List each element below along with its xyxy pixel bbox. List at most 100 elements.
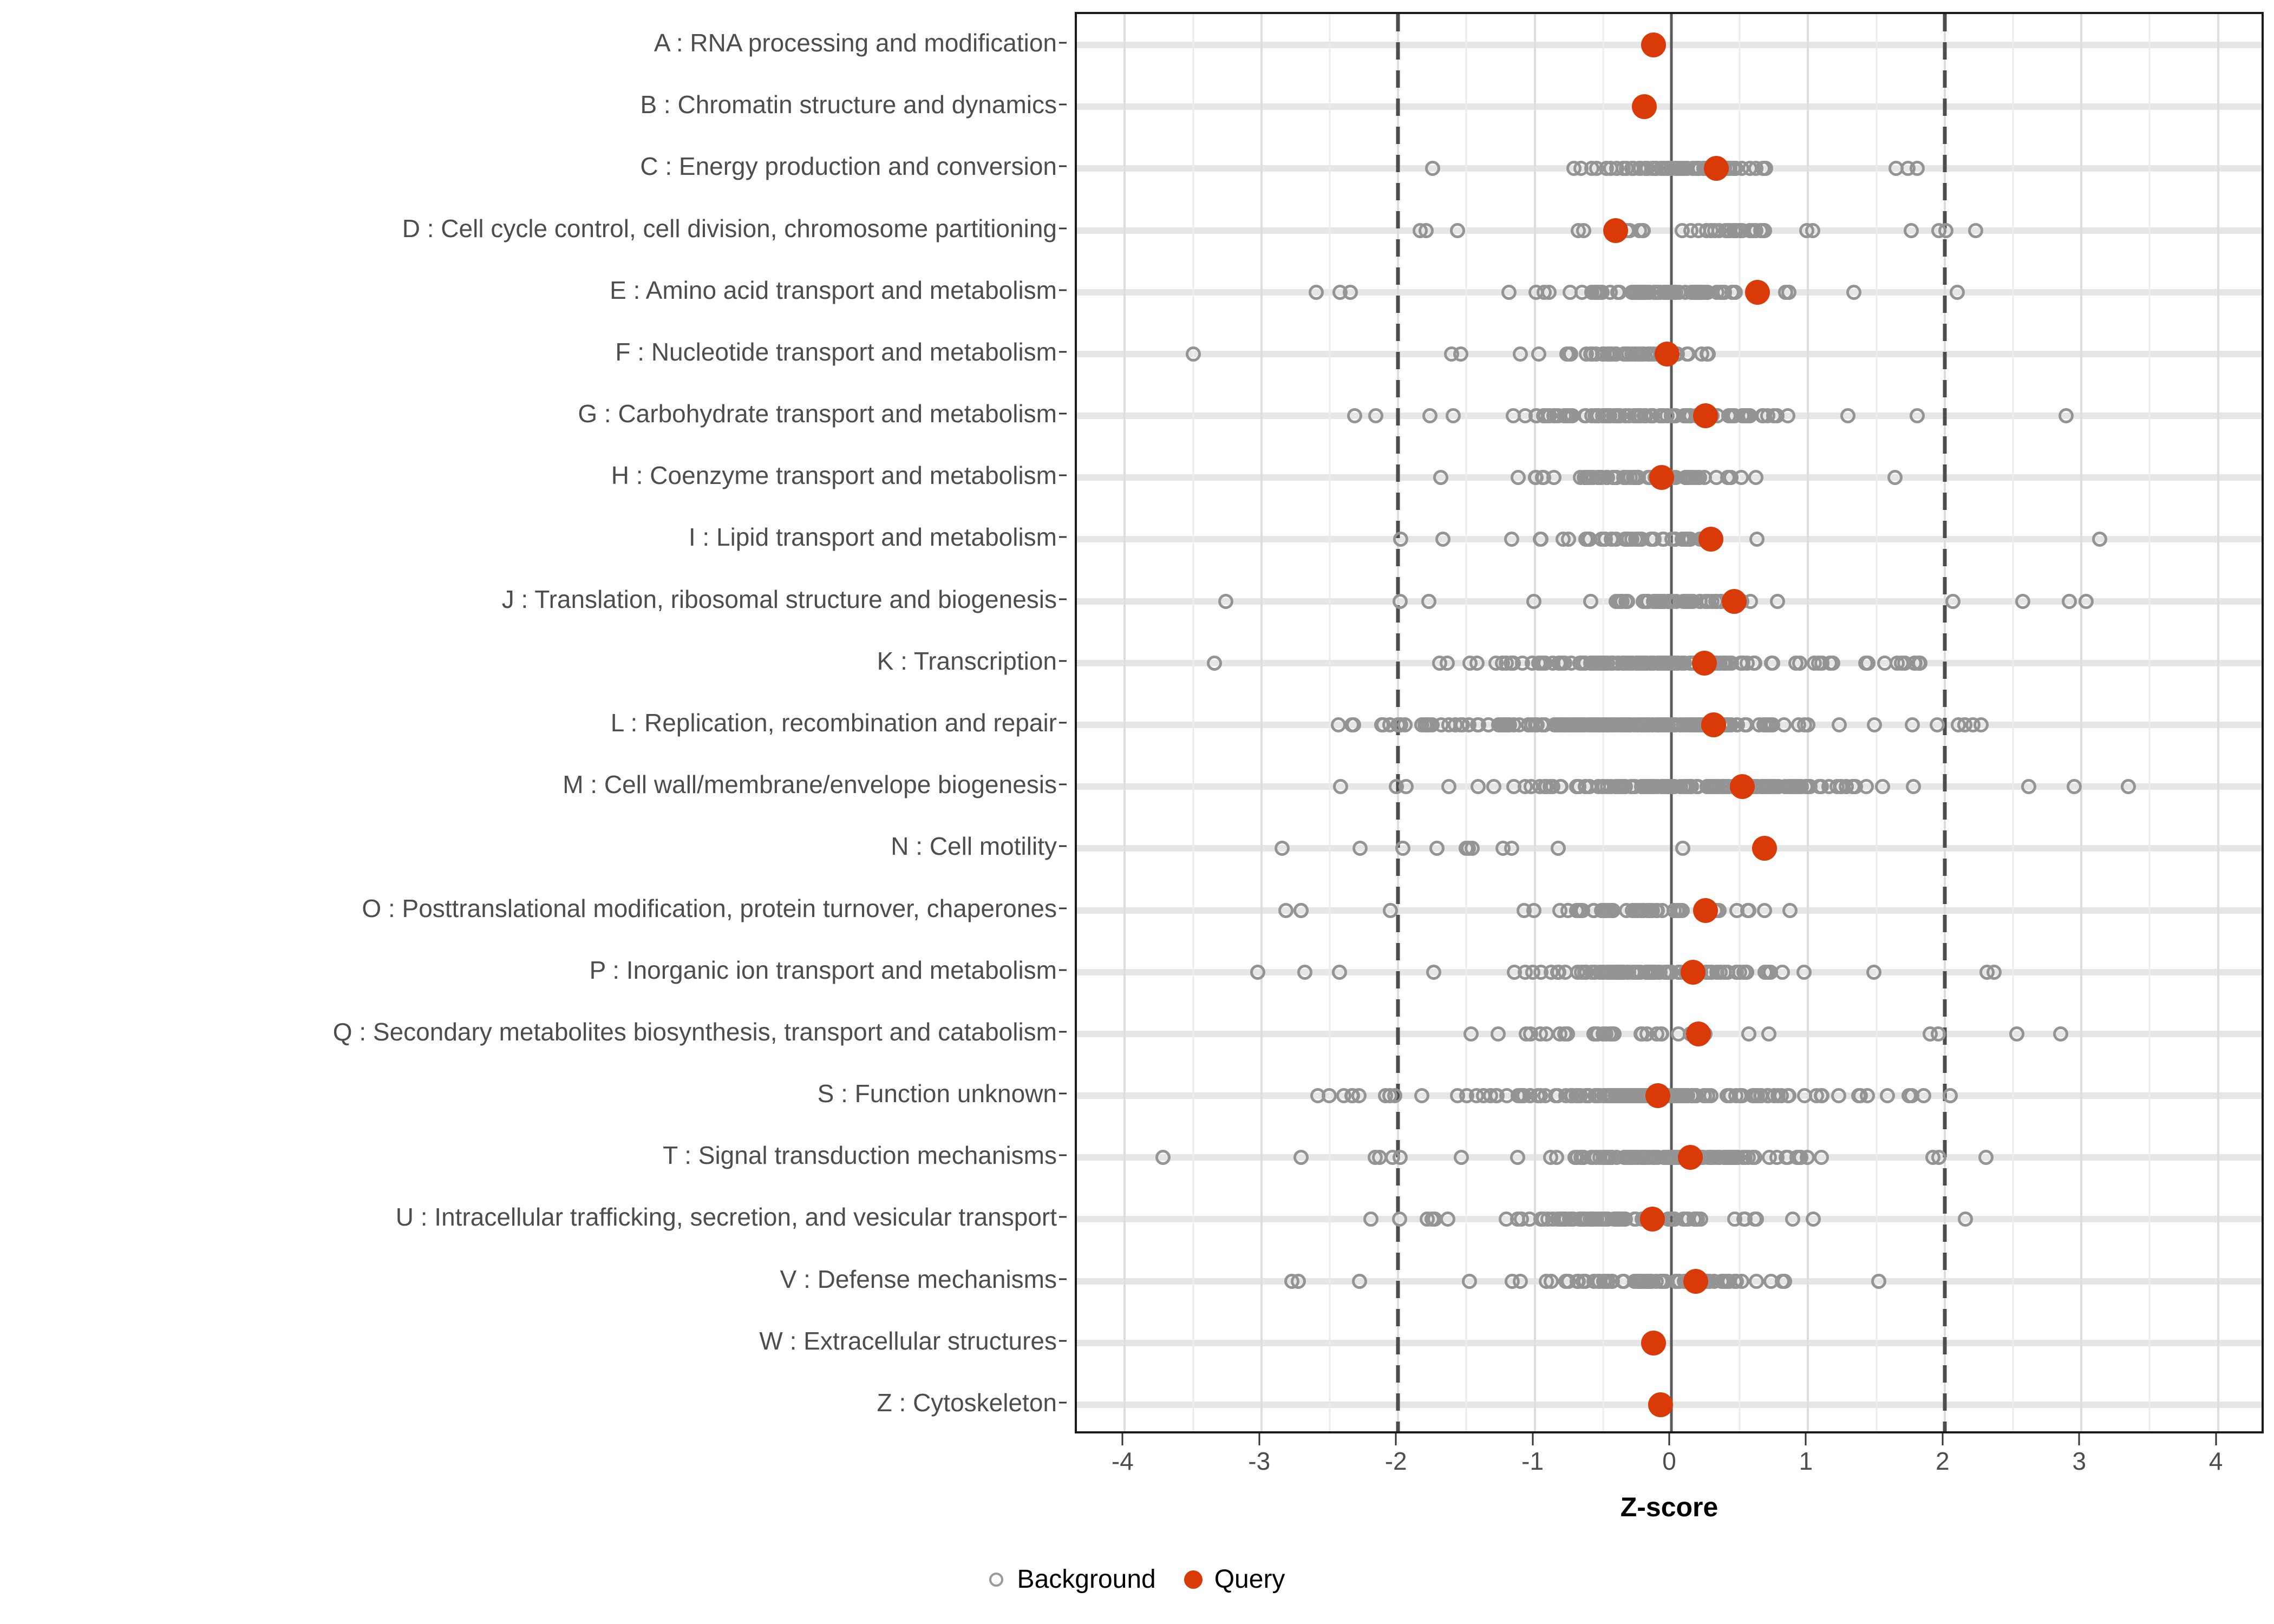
horizontal-gridline bbox=[1077, 103, 2262, 110]
background-point bbox=[1792, 655, 1808, 671]
background-point bbox=[1806, 1212, 1821, 1227]
background-point bbox=[1925, 1150, 1941, 1165]
background-point bbox=[1461, 841, 1476, 856]
background-point bbox=[1309, 284, 1324, 300]
query-point bbox=[1730, 774, 1755, 800]
horizontal-gridline bbox=[1077, 42, 2262, 49]
background-point bbox=[1900, 161, 1916, 176]
chart-legend: Background Query bbox=[0, 1564, 2274, 1594]
background-point bbox=[1462, 655, 1478, 671]
background-point bbox=[1719, 1088, 1735, 1104]
y-axis-tick bbox=[1059, 783, 1067, 785]
background-point bbox=[1645, 1150, 1661, 1165]
background-point bbox=[1724, 1150, 1740, 1165]
background-point bbox=[1582, 779, 1597, 795]
background-point bbox=[1887, 470, 1903, 486]
background-point bbox=[1631, 532, 1646, 547]
background-point bbox=[1505, 1273, 1520, 1289]
background-point bbox=[1950, 717, 1966, 732]
y-axis-tick-label: G : Carbohydrate transport and metabolis… bbox=[578, 400, 1057, 428]
background-point bbox=[1505, 655, 1520, 671]
background-point bbox=[1733, 470, 1749, 486]
query-point bbox=[1698, 527, 1724, 552]
background-point bbox=[1616, 346, 1632, 362]
background-point bbox=[1529, 408, 1545, 424]
background-point bbox=[1395, 841, 1411, 856]
background-point bbox=[1453, 346, 1468, 362]
background-point bbox=[1570, 1273, 1586, 1289]
background-point bbox=[1694, 346, 1710, 362]
background-point bbox=[1533, 532, 1548, 547]
background-point bbox=[1657, 717, 1672, 732]
y-axis-tick-label: L : Replication, recombination and repai… bbox=[610, 709, 1057, 737]
legend-label-query: Query bbox=[1214, 1565, 1285, 1594]
background-point bbox=[1726, 222, 1742, 238]
background-point bbox=[1704, 964, 1720, 980]
background-point bbox=[1675, 841, 1690, 856]
legend-item-background[interactable]: Background bbox=[989, 1564, 1156, 1594]
background-point bbox=[1682, 532, 1698, 547]
y-axis-tick bbox=[1059, 351, 1067, 353]
background-point bbox=[1533, 964, 1548, 980]
y-axis-tick bbox=[1059, 907, 1067, 909]
y-axis-tick-label: S : Function unknown bbox=[817, 1079, 1057, 1108]
background-point bbox=[1392, 593, 1408, 609]
x-axis-tick bbox=[1532, 1433, 1534, 1445]
x-axis-tick-label: -1 bbox=[1521, 1447, 1544, 1475]
y-axis-tick bbox=[1059, 1092, 1067, 1095]
background-point bbox=[1703, 222, 1718, 238]
background-point bbox=[1599, 902, 1615, 918]
background-point bbox=[1733, 655, 1748, 671]
query-point bbox=[1649, 465, 1675, 490]
background-point bbox=[1739, 964, 1754, 980]
background-point bbox=[1619, 717, 1635, 732]
y-axis-tick bbox=[1059, 1154, 1067, 1156]
y-axis-tick-label: C : Energy production and conversion bbox=[640, 152, 1057, 181]
background-point bbox=[1463, 1026, 1479, 1042]
y-axis-tick bbox=[1059, 42, 1067, 44]
background-point bbox=[1347, 408, 1362, 424]
background-point bbox=[1799, 222, 1815, 238]
background-point bbox=[1414, 1088, 1430, 1104]
y-axis-tick bbox=[1059, 474, 1067, 476]
background-point bbox=[1636, 222, 1651, 238]
query-point bbox=[1701, 712, 1727, 737]
background-point bbox=[1424, 717, 1440, 732]
y-axis-tick-label: Z : Cytoskeleton bbox=[877, 1388, 1057, 1417]
background-point bbox=[1576, 1150, 1592, 1165]
background-point bbox=[1840, 408, 1855, 424]
vertical-gridline bbox=[2080, 14, 2083, 1431]
y-axis-tick bbox=[1059, 103, 1067, 106]
y-axis-tick-label: N : Cell motility bbox=[891, 832, 1057, 861]
background-point bbox=[1664, 284, 1680, 300]
background-point bbox=[1693, 1212, 1709, 1227]
filled-circle-icon bbox=[1184, 1570, 1203, 1589]
background-point bbox=[1453, 1150, 1469, 1165]
background-point bbox=[1957, 1212, 1973, 1227]
y-axis-tick-label: T : Signal transduction mechanisms bbox=[663, 1141, 1057, 1170]
background-point bbox=[1352, 1273, 1368, 1289]
background-point bbox=[1757, 964, 1773, 980]
y-axis-tick-label: V : Defense mechanisms bbox=[780, 1265, 1057, 1293]
background-point bbox=[1668, 408, 1684, 424]
background-point bbox=[1569, 902, 1584, 918]
background-point bbox=[1501, 284, 1517, 300]
plot-panel bbox=[1075, 12, 2264, 1433]
background-point bbox=[1910, 408, 1925, 424]
legend-item-query[interactable]: Query bbox=[1156, 1564, 1285, 1594]
background-point bbox=[1490, 1026, 1506, 1042]
background-point bbox=[1682, 779, 1698, 795]
y-axis-tick-label: A : RNA processing and modification bbox=[654, 29, 1057, 57]
background-point bbox=[2079, 593, 2094, 609]
background-point bbox=[1278, 902, 1294, 918]
y-axis-tick bbox=[1059, 722, 1067, 724]
y-axis-tick bbox=[1059, 1278, 1067, 1280]
y-axis-tick bbox=[1059, 1402, 1067, 1404]
background-point bbox=[1943, 1088, 1958, 1104]
background-point bbox=[1186, 346, 1201, 362]
background-point bbox=[1734, 1273, 1750, 1289]
background-point bbox=[1845, 779, 1860, 795]
vertical-gridline-minor bbox=[2148, 14, 2151, 1431]
x-axis-tick-label: 2 bbox=[1936, 1447, 1950, 1475]
background-point bbox=[1599, 779, 1615, 795]
